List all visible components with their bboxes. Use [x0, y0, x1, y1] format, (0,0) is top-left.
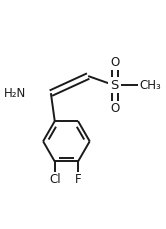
Text: O: O	[110, 102, 119, 115]
Text: Cl: Cl	[49, 173, 61, 186]
FancyBboxPatch shape	[110, 57, 119, 67]
Text: S: S	[110, 79, 119, 92]
Text: H₂N: H₂N	[4, 87, 26, 100]
FancyBboxPatch shape	[110, 104, 119, 113]
Text: CH₃: CH₃	[139, 79, 161, 92]
Text: F: F	[75, 173, 81, 186]
Text: O: O	[110, 56, 119, 68]
FancyBboxPatch shape	[108, 79, 121, 92]
